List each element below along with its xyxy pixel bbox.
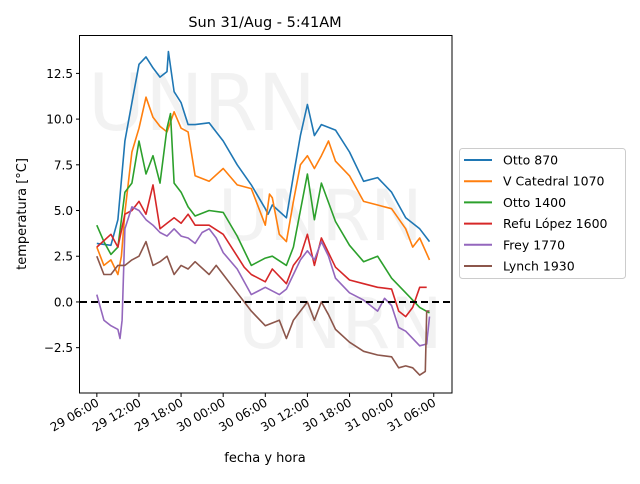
y-tick-label: −2.5 xyxy=(44,341,73,355)
legend-label: Frey 1770 xyxy=(503,237,565,252)
y-tick-label: 7.5 xyxy=(54,158,73,172)
y-axis-label: temperatura [°C] xyxy=(15,158,30,270)
series-line-3 xyxy=(96,184,427,318)
series-line-2 xyxy=(96,112,430,314)
series-line-4 xyxy=(96,206,431,347)
legend: Otto 870 V Catedral 1070 Otto 1400 Refu Lóp… xyxy=(459,148,626,279)
y-tick-label: 10.0 xyxy=(46,113,73,127)
legend-label: Otto 1400 xyxy=(503,195,566,210)
series-line-0 xyxy=(96,50,431,247)
series-line-1 xyxy=(96,96,431,276)
legend-label: V Catedral 1070 xyxy=(503,174,605,189)
y-tick-label: 0.0 xyxy=(54,295,73,309)
y-tick-label: 12.5 xyxy=(46,67,73,81)
y-tick-label: 2.5 xyxy=(54,250,73,264)
x-axis-label: fecha y hora xyxy=(224,451,305,466)
legend-label: Refu López 1600 xyxy=(503,216,608,231)
series-line-5 xyxy=(96,240,430,376)
legend-label: Lynch 1930 xyxy=(503,259,575,274)
chart-title: Sun 31/Aug - 5:41AM xyxy=(188,15,341,31)
watermark-text: UNRN xyxy=(88,59,316,149)
legend-label: Otto 870 xyxy=(503,153,558,168)
y-tick-label: 5.0 xyxy=(54,204,73,218)
